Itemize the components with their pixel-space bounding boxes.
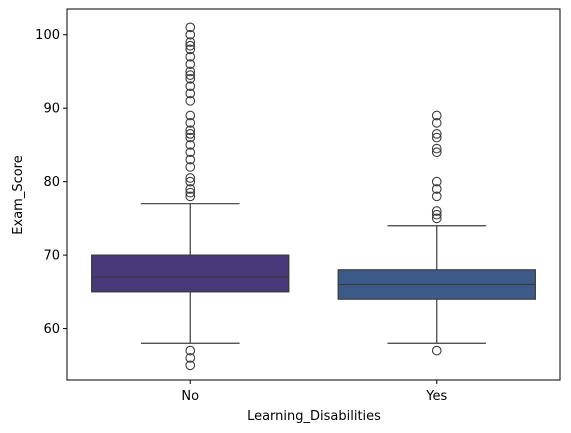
outlier-point [185, 66, 196, 77]
boxes-layer [91, 22, 536, 371]
outlier-point [185, 162, 196, 172]
outlier-point [185, 81, 196, 91]
outlier-point [185, 118, 196, 128]
outlier-point [185, 37, 196, 47]
outlier-point [431, 132, 442, 143]
y-tick-label: 100 [35, 28, 60, 43]
outlier-point [185, 360, 196, 371]
y-axis-label: Exam_Score [11, 155, 26, 234]
outlier-point [431, 209, 442, 220]
outlier-point [185, 44, 196, 55]
outlier-point [185, 132, 196, 143]
outlier-point [185, 88, 196, 99]
y-tick-label: 70 [43, 249, 60, 264]
outlier-point [185, 147, 196, 158]
outlier-point [431, 118, 442, 128]
box-group-yes [337, 110, 536, 356]
outlier-point [185, 173, 196, 183]
outlier-point [185, 40, 196, 51]
outlier-point [431, 129, 442, 139]
outlier-point [185, 22, 196, 33]
y-tick-label: 60 [43, 322, 60, 337]
outlier-point [185, 110, 196, 121]
outlier-point [431, 143, 442, 154]
outlier-point [185, 59, 196, 69]
outlier-point [431, 206, 442, 216]
y-tick-label: 90 [43, 102, 60, 117]
outlier-point [431, 110, 442, 121]
outlier-point [185, 345, 196, 356]
outlier-point [185, 125, 196, 136]
outlier-point [431, 191, 442, 202]
outlier-point [185, 184, 196, 194]
outlier-point [185, 191, 196, 202]
x-axis-label: Learning_Disabilities [247, 409, 381, 424]
outlier-point [185, 129, 196, 139]
x-tick-label: Yes [425, 389, 447, 404]
outlier-point [185, 29, 196, 40]
outlier-point [185, 51, 196, 62]
outlier-point [431, 184, 442, 194]
outlier-point [431, 345, 442, 356]
plot-frame [66, 8, 561, 381]
box-iqr [91, 254, 290, 293]
outlier-point [431, 147, 442, 158]
outlier-point [431, 213, 442, 224]
x-tick-label: No [181, 389, 199, 404]
outlier-point [185, 140, 196, 150]
outlier-point [185, 154, 196, 165]
outlier-point [185, 176, 196, 187]
outlier-point [185, 73, 196, 84]
box-group-no [91, 22, 290, 371]
outlier-point [185, 353, 196, 363]
outlier-point [185, 187, 196, 198]
outlier-point [185, 95, 196, 106]
axes-layer: 60 70 80 90 100 No Yes [35, 8, 561, 404]
y-tick-label: 80 [43, 175, 60, 190]
outlier-point [185, 70, 196, 80]
outlier-point [431, 176, 442, 187]
